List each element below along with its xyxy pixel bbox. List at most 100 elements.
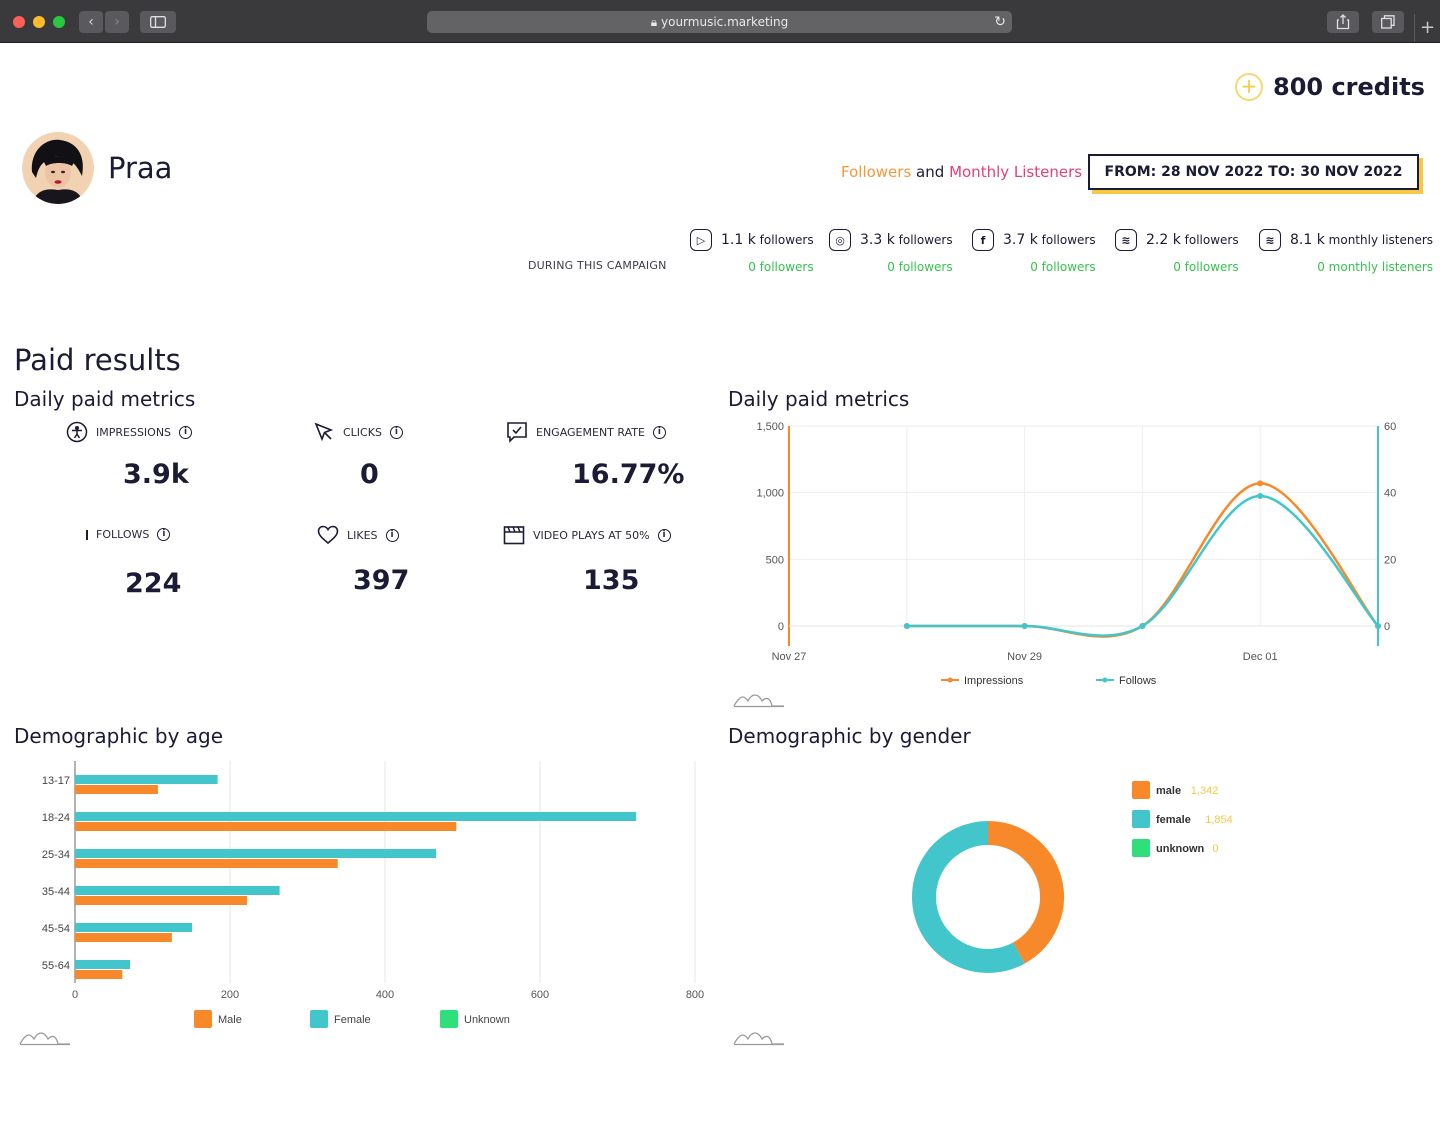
- metric-value: 397: [353, 565, 410, 596]
- info-icon[interactable]: i: [385, 528, 399, 542]
- data-point: [903, 623, 910, 629]
- back-button[interactable]: ‹: [79, 11, 103, 33]
- chevron-left-icon: ‹: [88, 14, 94, 30]
- date-range-picker[interactable]: FROM: 28 NOV 2022 TO: 30 NOV 2022: [1088, 154, 1419, 190]
- x-tick-label: 400: [376, 989, 394, 1001]
- legend-label: Female: [334, 1014, 371, 1026]
- social-stat-youtube: ▷ 1.1 k followers 0 followers: [690, 229, 814, 274]
- y-tick-label-left: 0: [778, 621, 784, 633]
- add-credits-icon[interactable]: +: [1235, 73, 1263, 101]
- legend-value: 1,854: [1205, 814, 1233, 826]
- share-icon: [1336, 14, 1350, 30]
- metric-value: 3.9k: [123, 459, 189, 490]
- metric-label: LIKES: [347, 528, 378, 542]
- tabs-overview-button[interactable]: [1372, 11, 1404, 33]
- metric-legend: Followers and Monthly Listeners: [841, 163, 1082, 181]
- chart-type-icon[interactable]: [732, 1027, 786, 1047]
- y-tick-label-right: 60: [1384, 421, 1396, 433]
- address-bar[interactable]: 🔒︎ yourmusic.marketing ↻: [427, 11, 1012, 33]
- info-icon[interactable]: i: [652, 425, 666, 439]
- clapper-icon: [503, 526, 525, 545]
- legend-and: and: [916, 163, 945, 181]
- data-point: [1375, 623, 1381, 629]
- maximize-window-button[interactable]: [53, 16, 65, 28]
- bar-female: [75, 923, 193, 932]
- legend-swatch: [1132, 839, 1150, 857]
- legend-swatch-dot: [1102, 677, 1108, 683]
- social-stat-instagram: ◎ 3.3 k followers 0 followers: [829, 229, 953, 274]
- metric-label: IMPRESSIONS: [96, 425, 172, 439]
- metric-value: 16.77%: [572, 459, 685, 490]
- social-count: 3.3 k: [860, 232, 895, 248]
- y-tick-label-right: 0: [1384, 621, 1390, 633]
- reload-icon[interactable]: ↻: [994, 14, 1006, 30]
- chart-type-icon[interactable]: [732, 689, 786, 709]
- info-icon[interactable]: i: [179, 425, 193, 439]
- social-count: 8.1 k: [1290, 232, 1325, 248]
- spotify-icon: ≋: [1259, 229, 1281, 251]
- social-unit: followers: [759, 233, 814, 247]
- y-tick-label-left: 1,500: [756, 421, 784, 433]
- info-icon[interactable]: i: [389, 425, 403, 439]
- age-chart-title: Demographic by age: [14, 724, 224, 748]
- y-tick-label: 13-17: [42, 775, 70, 787]
- bar-male: [75, 933, 172, 942]
- legend-swatch: [194, 1010, 212, 1028]
- forward-button[interactable]: ›: [105, 11, 129, 33]
- social-unit: followers: [1041, 233, 1096, 247]
- legend-label: Unknown: [464, 1014, 510, 1026]
- youtube-icon: ▷: [690, 229, 712, 251]
- series-follows: [903, 493, 1381, 637]
- impressions-icon: [66, 421, 88, 443]
- minimize-window-button[interactable]: [33, 16, 45, 28]
- bar-female: [75, 812, 637, 821]
- data-point: [1139, 623, 1146, 629]
- social-count: 3.7 k: [1003, 232, 1038, 248]
- bar-male: [75, 859, 338, 868]
- facebook-icon: f: [972, 229, 994, 251]
- bar-male: [75, 822, 457, 831]
- legend-value: 0: [1212, 843, 1218, 855]
- social-stat-spotify-followers: ≋ 2.2 k followers 0 followers: [1115, 229, 1239, 274]
- y-tick-label: 55-64: [42, 960, 70, 972]
- metric-clicks: CLICKS i 0: [313, 421, 403, 490]
- social-delta: 0 followers: [1173, 260, 1239, 274]
- section-title: Paid results: [14, 343, 181, 377]
- bar-male: [75, 970, 123, 979]
- data-point: [1021, 623, 1028, 629]
- artist-profile: Praa: [22, 132, 172, 204]
- follows-icon: [86, 529, 88, 540]
- share-button[interactable]: [1327, 11, 1359, 33]
- sidebar-icon: [150, 16, 166, 28]
- social-count: 1.1 k: [721, 232, 756, 248]
- x-tick-label: 600: [531, 989, 549, 1001]
- new-tab-button[interactable]: +: [1414, 14, 1440, 42]
- chart-type-icon[interactable]: [18, 1027, 72, 1047]
- sidebar-toggle-button[interactable]: [140, 11, 176, 33]
- metric-label: CLICKS: [343, 425, 382, 439]
- metric-label: ENGAGEMENT RATE: [536, 425, 645, 439]
- url-text: yourmusic.marketing: [661, 15, 789, 29]
- series-line: [906, 494, 1379, 637]
- bar-female: [75, 849, 437, 858]
- y-tick-label: 45-54: [42, 923, 70, 935]
- bar-female: [75, 960, 131, 969]
- credits-label: 800 credits: [1273, 73, 1425, 101]
- engagement-icon: [507, 422, 527, 443]
- social-count: 2.2 k: [1146, 232, 1181, 248]
- tabs-icon: [1381, 15, 1395, 29]
- legend-swatch: [310, 1010, 328, 1028]
- social-unit: monthly listeners: [1328, 233, 1434, 247]
- gender-chart-title: Demographic by gender: [728, 724, 971, 748]
- info-icon[interactable]: i: [657, 528, 671, 542]
- info-icon[interactable]: i: [157, 528, 171, 541]
- instagram-icon: ◎: [829, 229, 851, 251]
- bar-male: [75, 896, 248, 905]
- donut-slice-female: [912, 821, 1025, 973]
- metric-video-plays: VIDEO PLAYS AT 50% i 135: [503, 525, 671, 596]
- credits-widget[interactable]: + 800 credits: [1235, 73, 1425, 101]
- social-unit: followers: [1184, 233, 1239, 247]
- y-tick-label-right: 40: [1384, 488, 1396, 500]
- close-window-button[interactable]: [13, 16, 25, 28]
- y-tick-label-left: 1,000: [756, 488, 784, 500]
